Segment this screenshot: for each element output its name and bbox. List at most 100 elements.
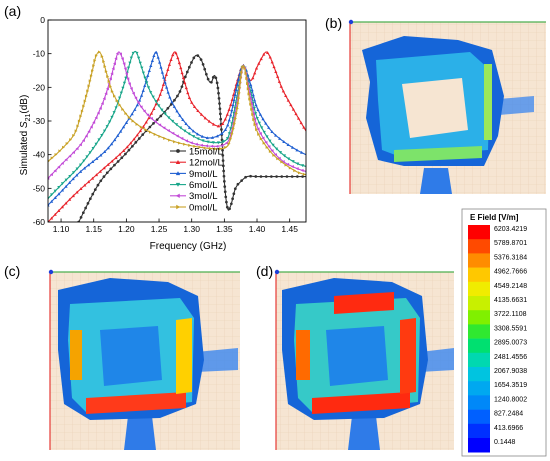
legend-label: 15mol/L [189,146,223,157]
colorbar-label: 2895.0073 [494,340,527,347]
series-marker [262,52,266,56]
series-marker [102,166,106,170]
series-marker [82,159,86,163]
series-marker [64,158,68,162]
series-marker [135,133,139,137]
y-tick-label: -60 [33,217,46,227]
series-marker [120,57,124,61]
colorbar-swatch [468,367,490,382]
series-marker [110,115,114,119]
series-marker [221,148,224,152]
series-marker [139,105,143,109]
series-marker [126,66,131,70]
series-marker [275,147,279,151]
series-marker [166,68,170,71]
series-marker [176,56,180,60]
series-marker [284,94,288,98]
series-marker [239,75,243,79]
series-marker [57,209,61,212]
series-marker [157,104,161,108]
series-marker [229,127,233,131]
colorbar-label: 4135.6631 [494,297,527,304]
series-marker [92,64,96,68]
series-marker [260,126,264,130]
field-map-d-left-hot [296,330,310,380]
series-marker [118,152,122,156]
series-marker [109,84,112,89]
series-marker [154,120,157,124]
series-marker [301,164,305,168]
series-marker [166,90,170,94]
series-marker [210,80,213,84]
series-marker [181,76,186,80]
series-marker [241,65,245,69]
series-marker [272,153,276,157]
series-marker [107,79,111,84]
y-tick-label: -40 [33,150,46,160]
series-marker [161,82,166,86]
series-marker [131,144,134,148]
colorbar-label: 0.1448 [494,439,516,446]
series-marker [58,149,62,153]
series-marker [50,199,54,203]
colorbar-swatch [468,352,490,368]
series-marker [172,104,176,108]
series-marker [214,147,217,151]
series-marker [72,133,76,138]
series-marker [257,132,261,136]
colorbar-swatch [468,409,490,425]
series-marker [264,175,268,178]
series-marker [127,82,131,86]
series-marker [196,109,200,113]
series-marker [135,103,139,107]
series-marker [234,88,238,91]
series-marker [71,177,75,181]
series-marker [68,154,72,158]
series-marker [230,108,234,112]
series-marker [223,128,227,131]
series-marker [168,95,172,99]
series-marker [80,109,84,113]
series-marker [302,172,306,176]
series-marker [159,65,163,69]
plot-frame [47,19,307,223]
series-marker [62,145,65,149]
y-tick-label: -50 [33,183,46,193]
series-marker [268,149,272,153]
series-marker [50,193,54,197]
series-marker [200,134,204,138]
series-marker [262,130,266,134]
series-marker [121,125,126,129]
series-marker [90,176,95,180]
series-marker [215,81,219,85]
series-marker [229,202,233,206]
colorbar-label: 4549.2148 [494,283,527,290]
colorbar-label: 1654.3519 [494,382,527,389]
series-marker [193,144,197,148]
colorbar-label: 4962.7666 [494,269,527,276]
series-marker [124,111,128,115]
y-tick-label: 0 [40,15,45,25]
series-marker [235,111,238,116]
series-marker [249,102,253,106]
series-marker [87,84,91,88]
series-marker [231,103,235,107]
series-marker [150,59,154,63]
series-marker [229,113,233,117]
series-marker [290,164,294,169]
series-marker [294,112,298,116]
series-marker [255,116,259,120]
series-marker [91,192,95,196]
series-marker [79,216,83,219]
series-marker [227,132,231,136]
series-marker [94,116,98,120]
series-marker [251,93,255,97]
series-marker [115,52,119,56]
series-marker [68,197,72,201]
series-marker [111,67,115,71]
series-marker [137,56,141,60]
series-marker [144,120,148,124]
series-marker [57,165,61,169]
series-marker [237,91,241,95]
series-marker [227,142,231,146]
